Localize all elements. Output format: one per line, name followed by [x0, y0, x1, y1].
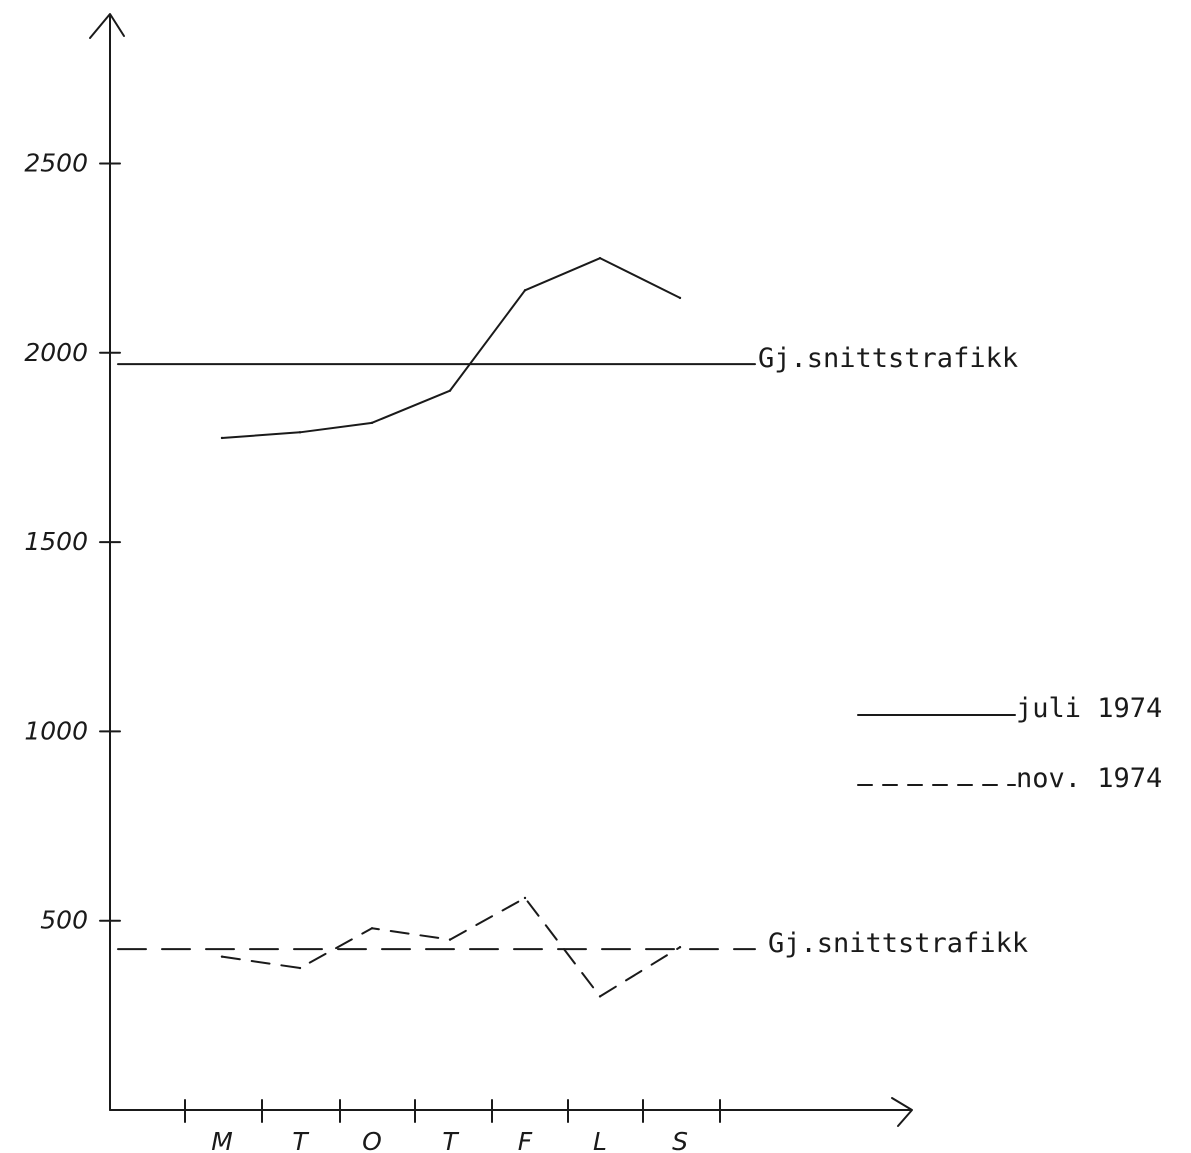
- data-point: [220, 436, 224, 440]
- data-point: [523, 289, 527, 292]
- y-tick-label: 1500: [24, 527, 88, 556]
- data-point: [598, 995, 602, 998]
- data-point: [220, 955, 224, 958]
- data-point: [598, 256, 602, 260]
- x-tick-label: O: [362, 1127, 382, 1153]
- data-point: [678, 946, 682, 949]
- series-line: [221, 896, 681, 998]
- y-tick-label: 2000: [24, 338, 88, 367]
- y-axis-arrow: [89, 13, 125, 39]
- x-tick-label: S: [672, 1127, 688, 1153]
- x-tick-label: T: [292, 1127, 309, 1153]
- data-point: [678, 296, 682, 300]
- data-point: [298, 431, 302, 434]
- data-point: [370, 927, 374, 930]
- reference-line-label: Gj.snittstrafikk: [768, 928, 1028, 959]
- x-tick-label: L: [593, 1127, 607, 1153]
- data-point: [448, 938, 452, 941]
- data-point: [523, 896, 527, 900]
- y-tick-label: 500: [40, 906, 88, 935]
- legend-label: nov. 1974: [1016, 763, 1162, 794]
- series-line: [221, 257, 681, 439]
- x-tick-label: F: [518, 1127, 533, 1153]
- data-point: [298, 966, 302, 970]
- data-point: [448, 389, 452, 392]
- legend-label: juli 1974: [1016, 693, 1162, 724]
- y-tick-label: 1000: [24, 716, 88, 745]
- reference-line-label: Gj.snittstrafikk: [758, 343, 1018, 374]
- x-tick-label: M: [211, 1127, 233, 1153]
- y-tick-label: 2500: [24, 149, 88, 178]
- x-tick-label: T: [442, 1127, 459, 1153]
- x-axis-arrow: [891, 1097, 913, 1127]
- data-point: [370, 421, 374, 425]
